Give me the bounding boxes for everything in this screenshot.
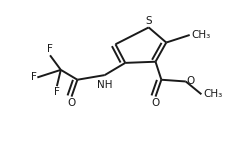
Text: CH₃: CH₃ bbox=[192, 30, 211, 40]
Text: F: F bbox=[54, 87, 60, 97]
Text: O: O bbox=[68, 98, 76, 108]
Text: CH₃: CH₃ bbox=[203, 89, 223, 99]
Text: O: O bbox=[187, 77, 195, 87]
Text: S: S bbox=[145, 16, 152, 26]
Text: O: O bbox=[151, 98, 160, 108]
Text: F: F bbox=[47, 44, 53, 54]
Text: NH: NH bbox=[97, 80, 112, 90]
Text: F: F bbox=[30, 72, 36, 82]
